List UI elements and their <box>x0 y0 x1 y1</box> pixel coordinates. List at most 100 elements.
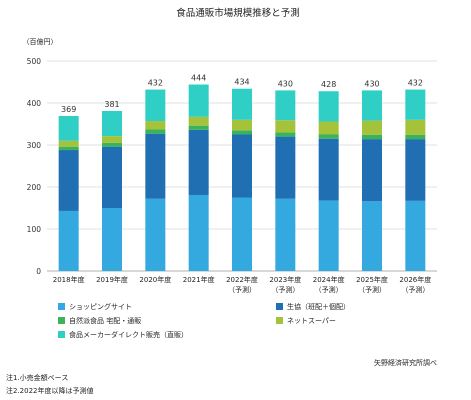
bar-segment-1-3 <box>102 136 122 143</box>
bar-segment-2-4 <box>145 89 166 122</box>
bar-segment-7-1 <box>362 139 382 202</box>
x-tick-label-6-1: （予測） <box>315 285 343 294</box>
bar-segment-0-2 <box>58 146 79 151</box>
bar-stack-0 <box>58 116 79 271</box>
bar-segment-7-4 <box>362 90 382 121</box>
total-label-3: 444 <box>191 74 206 83</box>
total-label-0: 369 <box>61 105 76 114</box>
chart-title: 食品通販市場規模推移と予測 <box>176 7 300 19</box>
bar-segment-0-3 <box>58 140 79 147</box>
bar-segment-0-4 <box>58 116 79 141</box>
total-label-7: 430 <box>364 79 379 88</box>
bar-segment-1-2 <box>102 142 122 147</box>
bar-segment-4-3 <box>232 119 252 131</box>
bar-segment-3-4 <box>188 84 209 117</box>
bar-segment-4-0 <box>232 197 252 271</box>
legend-swatch-2 <box>58 317 65 324</box>
legend-item-1: 生協（班配＋個配） <box>276 302 350 311</box>
bar-segment-3-0 <box>188 194 209 271</box>
bar-segment-3-3 <box>188 116 209 126</box>
x-tick-label-3-0: 2021年度 <box>183 275 215 284</box>
bar-segment-4-1 <box>232 134 252 198</box>
bar-segment-8-1 <box>405 139 426 201</box>
x-tick-label-5-1: （予測） <box>271 285 299 294</box>
bar-stack-3 <box>188 84 209 271</box>
total-label-8: 432 <box>408 79 423 88</box>
bar-segment-7-2 <box>362 134 382 140</box>
bar-segment-8-2 <box>405 134 426 140</box>
bar-segment-6-4 <box>318 91 339 122</box>
footnotes: 注1.小売金額ベース 注2.2022年度以降は予測値 <box>6 373 94 395</box>
x-tick-label-4-0: 2022年度 <box>226 275 258 284</box>
totals-layer: 369 381 432 444 434 430 428 430 432 <box>61 74 423 115</box>
legend-label-1: 生協（班配＋個配） <box>287 302 350 311</box>
bar-segment-6-2 <box>318 134 339 139</box>
bar-segment-7-0 <box>362 201 382 271</box>
x-tick-label-0-0: 2018年度 <box>53 275 85 284</box>
y-tick-label-200: 200 <box>27 183 42 192</box>
x-tick-label-8-0: 2026年度 <box>399 275 431 284</box>
x-tick-label-7-1: （予測） <box>358 285 386 294</box>
legend-label-0: ショッピングサイト <box>69 302 132 311</box>
total-label-1: 381 <box>104 100 119 109</box>
bar-segment-6-3 <box>318 121 339 135</box>
bar-segment-5-2 <box>275 132 296 137</box>
bar-segment-5-0 <box>275 198 296 271</box>
legend-item-4: 食品メーカーダイレクト販売（直販） <box>58 330 188 339</box>
bar-stack-4 <box>232 88 252 271</box>
source-note: 矢野経済研究所調べ <box>374 358 437 367</box>
x-tick-label-4-1: （予測） <box>228 285 256 294</box>
y-tick-label-0: 0 <box>36 267 41 276</box>
bar-segment-3-2 <box>188 125 209 130</box>
total-label-6: 428 <box>321 80 336 89</box>
bar-segment-1-4 <box>102 110 122 137</box>
bar-segment-1-1 <box>102 146 122 208</box>
bar-stack-2 <box>145 89 166 271</box>
bar-segment-8-4 <box>405 89 426 120</box>
y-tick-label-500: 500 <box>27 57 42 66</box>
legend-swatch-3 <box>276 317 283 324</box>
bar-segment-3-1 <box>188 129 209 195</box>
legend-item-3: ネットスーパー <box>276 317 336 325</box>
unit-label: （百億円） <box>23 37 58 46</box>
y-tick-label-300: 300 <box>27 141 42 150</box>
legend-label-4: 食品メーカーダイレクト販売（直販） <box>69 330 188 339</box>
legend-swatch-1 <box>276 303 283 310</box>
bar-segment-2-1 <box>145 133 166 199</box>
y-tick-label-400: 400 <box>27 99 42 108</box>
legend-label-2: 自然派食品 宅配・通販 <box>69 316 141 325</box>
total-label-4: 434 <box>234 78 249 87</box>
bar-stack-1 <box>102 110 122 271</box>
bar-segment-2-0 <box>145 198 166 271</box>
bar-segment-6-0 <box>318 200 339 271</box>
axis-layer: 0 100 200 300 400 500 <box>27 57 42 276</box>
x-tick-label-7-0: 2025年度 <box>356 275 388 284</box>
footnote-2: 注2.2022年度以降は予測値 <box>6 386 94 395</box>
x-tick-label-1-0: 2019年度 <box>96 275 128 284</box>
y-tick-label-100: 100 <box>27 225 42 234</box>
x-tick-label-6-0: 2024年度 <box>313 275 345 284</box>
legend: ショッピングサイト 生協（班配＋個配） 自然派食品 宅配・通販 ネットスーパー食品メー… <box>58 302 350 339</box>
total-label-2: 432 <box>148 79 163 88</box>
bars-layer <box>58 84 426 271</box>
bar-segment-5-3 <box>275 120 296 133</box>
bar-segment-2-2 <box>145 129 166 134</box>
bar-segment-2-3 <box>145 121 166 130</box>
bar-stack-5 <box>275 90 296 271</box>
total-label-5: 430 <box>278 79 293 88</box>
legend-item-2: 自然派食品 宅配・通販 <box>58 316 141 325</box>
legend-item-0: ショッピングサイト <box>58 302 132 311</box>
bar-segment-7-3 <box>362 120 382 135</box>
legend-swatch-4 <box>58 331 65 338</box>
x-tick-label-8-1: （予測） <box>401 285 429 294</box>
bar-segment-5-4 <box>275 90 296 121</box>
footnote-1: 注1.小売金額ベース <box>6 373 68 382</box>
bar-segment-0-0 <box>58 210 79 271</box>
legend-label-3: ネットスーパー <box>287 317 336 325</box>
bar-segment-8-3 <box>405 119 426 135</box>
bar-segment-4-4 <box>232 88 252 120</box>
bar-stack-7 <box>362 90 382 271</box>
legend-swatch-0 <box>58 303 65 310</box>
bar-segment-8-0 <box>405 200 426 271</box>
